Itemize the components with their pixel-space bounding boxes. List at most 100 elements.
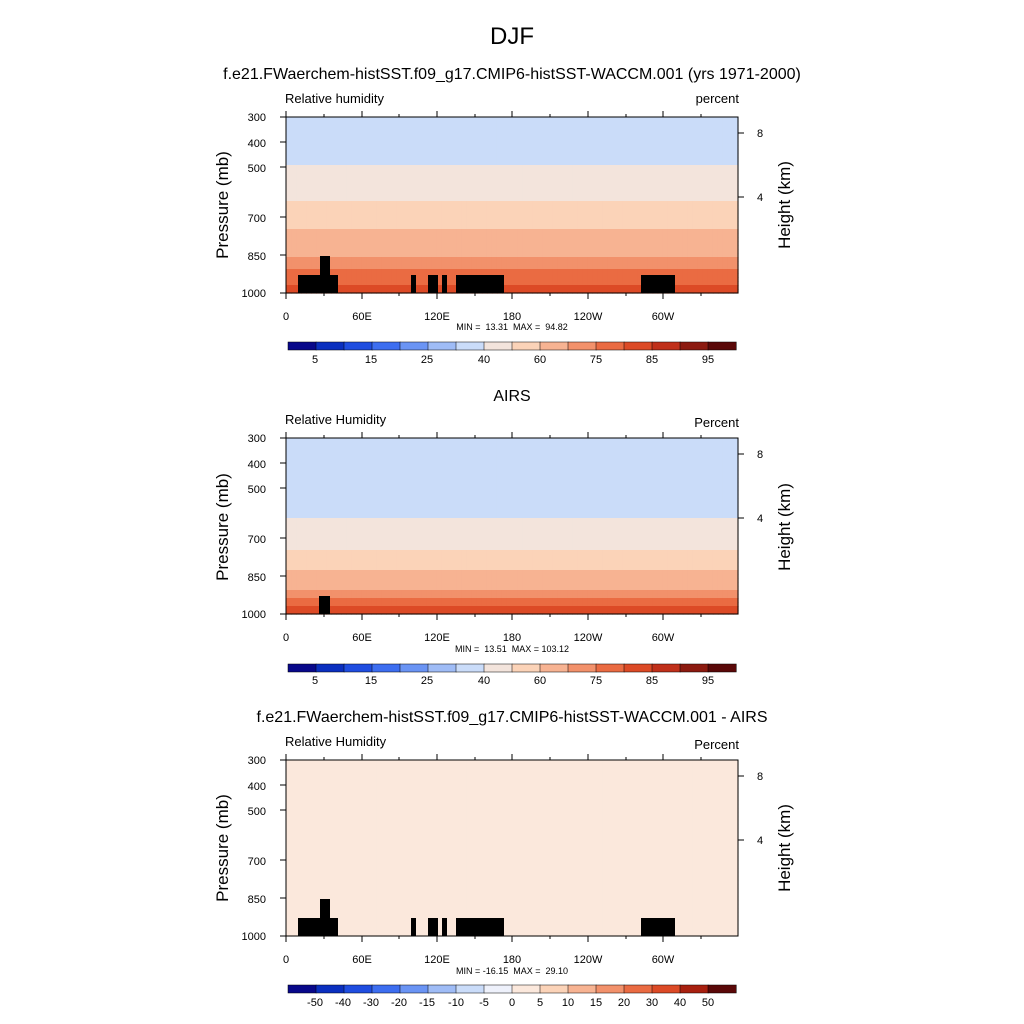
field-cell xyxy=(421,141,428,146)
field-cell xyxy=(406,462,413,467)
field-cell xyxy=(662,221,669,226)
field-cell xyxy=(697,221,704,226)
field-cell xyxy=(642,197,649,202)
field-cell xyxy=(587,233,593,238)
field-cell xyxy=(717,213,724,218)
field-cell xyxy=(622,245,629,250)
field-cell xyxy=(587,125,593,130)
field-cell xyxy=(652,474,659,479)
field-cell xyxy=(642,141,649,146)
field-cell xyxy=(517,261,523,266)
field-cell xyxy=(647,165,654,170)
field-cell xyxy=(522,181,528,186)
field-cell xyxy=(702,273,709,278)
field-cell xyxy=(471,145,478,150)
field-cell xyxy=(446,121,453,126)
field-cell xyxy=(461,205,468,210)
field-cell xyxy=(642,205,649,210)
field-cell xyxy=(642,450,649,455)
field-cell xyxy=(652,117,659,122)
field-cell xyxy=(291,225,297,230)
field-cell xyxy=(702,245,709,250)
field-cell xyxy=(401,438,408,443)
field-cell xyxy=(582,253,588,258)
field-cell xyxy=(572,201,578,206)
field-cell xyxy=(652,129,659,134)
field-cell xyxy=(702,161,709,166)
field-cell xyxy=(597,193,603,198)
field-cell xyxy=(682,257,689,262)
field-cell xyxy=(567,249,573,254)
field-cell xyxy=(326,446,332,451)
field-cell xyxy=(587,153,593,158)
field-cell xyxy=(547,161,553,166)
field-cell xyxy=(652,133,659,138)
field-cell xyxy=(466,454,473,459)
field-cell xyxy=(351,245,357,250)
field-cell xyxy=(396,125,403,130)
field-cell xyxy=(697,277,704,282)
field-cell xyxy=(642,133,649,138)
field-cell xyxy=(637,285,644,290)
field-cell xyxy=(491,193,498,198)
field-cell xyxy=(532,257,538,262)
field-cell xyxy=(662,173,669,178)
field-cell xyxy=(456,225,463,230)
field-cell xyxy=(466,221,473,226)
field-cell xyxy=(426,221,433,226)
field-cell xyxy=(522,466,528,471)
field-cell xyxy=(421,245,428,250)
field-cell xyxy=(592,189,598,194)
field-cell xyxy=(381,221,388,226)
field-cell xyxy=(532,209,538,214)
field-cell xyxy=(406,169,413,174)
field-cell xyxy=(592,117,598,122)
field-cell xyxy=(351,209,357,214)
field-cell xyxy=(602,153,609,158)
field-cell xyxy=(552,125,558,130)
field-cell xyxy=(506,213,513,218)
field-cell xyxy=(296,462,302,467)
field-cell xyxy=(306,221,312,226)
field-cell xyxy=(692,225,699,230)
field-cell xyxy=(712,201,719,206)
field-cell xyxy=(627,265,634,270)
field-cell xyxy=(542,217,548,222)
field-cell xyxy=(547,181,553,186)
field-cell xyxy=(587,145,593,150)
field-cell xyxy=(577,165,583,170)
field-cell xyxy=(607,165,614,170)
field-cell xyxy=(486,442,493,447)
field-cell xyxy=(496,462,503,467)
field-cell xyxy=(567,281,573,286)
field-cell xyxy=(456,253,463,258)
field-cell xyxy=(662,229,669,234)
field-cell xyxy=(547,466,553,471)
field-cell xyxy=(406,241,413,246)
field-cell xyxy=(391,273,398,278)
field-cell xyxy=(567,245,573,250)
field-cell xyxy=(296,261,302,266)
field-cell xyxy=(627,165,634,170)
field-cell xyxy=(401,141,408,146)
field-cell xyxy=(436,478,443,483)
field-cell xyxy=(391,205,398,210)
field-cell xyxy=(522,221,528,226)
field-cell xyxy=(632,169,639,174)
field-cell xyxy=(341,157,347,162)
field-cell xyxy=(446,177,453,182)
field-cell xyxy=(471,221,478,226)
field-cell xyxy=(692,129,699,134)
field-cell xyxy=(341,474,347,479)
field-cell xyxy=(401,450,408,455)
field-cell xyxy=(436,261,443,266)
field-cell xyxy=(562,474,568,479)
field-cell xyxy=(607,261,614,266)
field-cell xyxy=(517,245,523,250)
field-cell xyxy=(587,450,593,455)
field-cell xyxy=(321,181,327,186)
field-cell xyxy=(381,157,388,162)
field-cell xyxy=(311,474,317,479)
field-cell xyxy=(517,121,523,126)
field-cell xyxy=(682,273,689,278)
